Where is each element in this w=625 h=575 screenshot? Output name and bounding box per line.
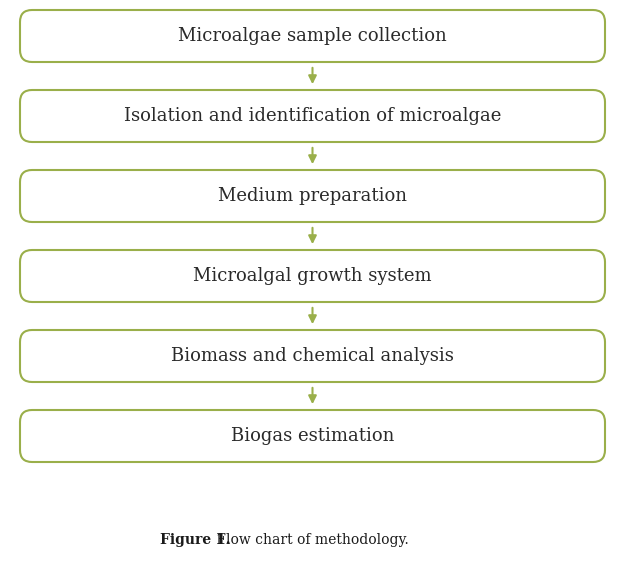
FancyBboxPatch shape: [20, 10, 605, 62]
Text: Medium preparation: Medium preparation: [218, 187, 407, 205]
Text: Biogas estimation: Biogas estimation: [231, 427, 394, 445]
FancyBboxPatch shape: [20, 170, 605, 222]
FancyBboxPatch shape: [20, 90, 605, 142]
FancyBboxPatch shape: [20, 410, 605, 462]
Text: Figure 1.: Figure 1.: [160, 533, 231, 547]
FancyBboxPatch shape: [20, 250, 605, 302]
Text: Microalgae sample collection: Microalgae sample collection: [178, 27, 447, 45]
Text: Biomass and chemical analysis: Biomass and chemical analysis: [171, 347, 454, 365]
Text: Microalgal growth system: Microalgal growth system: [193, 267, 432, 285]
Text: Flow chart of methodology.: Flow chart of methodology.: [212, 533, 409, 547]
FancyBboxPatch shape: [20, 330, 605, 382]
Text: Isolation and identification of microalgae: Isolation and identification of microalg…: [124, 107, 501, 125]
